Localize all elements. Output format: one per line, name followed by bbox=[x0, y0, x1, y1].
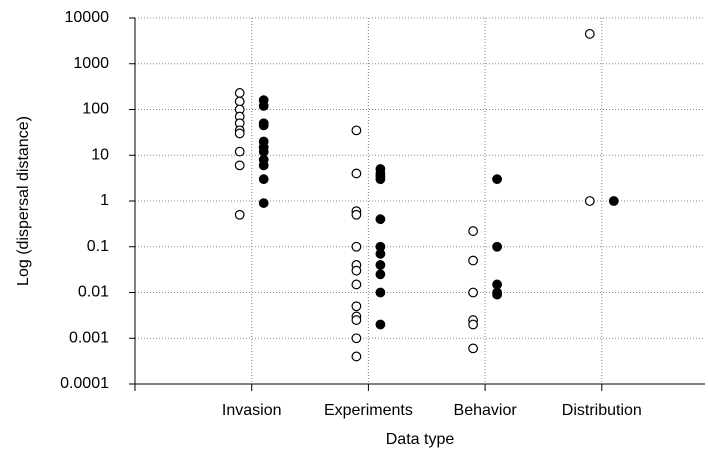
point bbox=[375, 214, 386, 225]
point bbox=[234, 96, 245, 107]
y-axis-label: Log (dispersal distance) bbox=[15, 116, 32, 286]
point bbox=[258, 146, 269, 157]
point bbox=[351, 209, 362, 220]
y-tick-label: 10000 bbox=[65, 9, 110, 26]
point bbox=[258, 120, 269, 131]
point bbox=[351, 168, 362, 179]
point bbox=[351, 125, 362, 136]
point bbox=[375, 248, 386, 259]
y-tick-label: 0.1 bbox=[87, 238, 109, 255]
y-tick-label: 100 bbox=[82, 101, 109, 118]
point bbox=[351, 333, 362, 344]
point bbox=[375, 269, 386, 280]
x-tick-label: Behavior bbox=[454, 402, 518, 419]
point bbox=[375, 174, 386, 185]
point bbox=[351, 279, 362, 290]
point bbox=[468, 343, 479, 354]
point bbox=[468, 319, 479, 330]
point bbox=[584, 28, 595, 39]
x-tick-label: Invasion bbox=[222, 402, 282, 419]
point bbox=[351, 301, 362, 312]
point bbox=[375, 319, 386, 330]
point bbox=[351, 315, 362, 325]
point bbox=[584, 196, 595, 206]
point bbox=[492, 241, 503, 252]
point bbox=[234, 88, 245, 98]
y-tick-label: 1000 bbox=[73, 55, 109, 72]
point bbox=[468, 255, 479, 266]
point bbox=[258, 100, 269, 111]
point bbox=[234, 209, 245, 220]
point bbox=[351, 265, 362, 276]
point bbox=[258, 160, 269, 171]
point bbox=[492, 279, 503, 290]
point bbox=[351, 241, 362, 252]
y-tick-label: 0.0001 bbox=[60, 375, 109, 392]
point bbox=[375, 260, 386, 270]
y-tick-label: 0.01 bbox=[78, 284, 109, 301]
point bbox=[258, 198, 269, 208]
point bbox=[492, 174, 503, 185]
point bbox=[492, 289, 503, 300]
point bbox=[351, 351, 362, 362]
point bbox=[468, 226, 479, 236]
point bbox=[608, 196, 619, 206]
point bbox=[234, 160, 245, 171]
y-tick-label: 10 bbox=[91, 146, 109, 163]
point bbox=[234, 146, 245, 157]
y-tick-label: 0.001 bbox=[69, 329, 109, 346]
point bbox=[234, 128, 245, 139]
point bbox=[258, 174, 269, 185]
y-tick-label: 1 bbox=[100, 192, 109, 209]
x-tick-label: Experiments bbox=[324, 402, 413, 419]
point bbox=[468, 287, 479, 298]
x-tick-label: Distribution bbox=[562, 402, 642, 419]
point bbox=[375, 287, 386, 298]
x-axis-label: Data type bbox=[386, 431, 455, 448]
